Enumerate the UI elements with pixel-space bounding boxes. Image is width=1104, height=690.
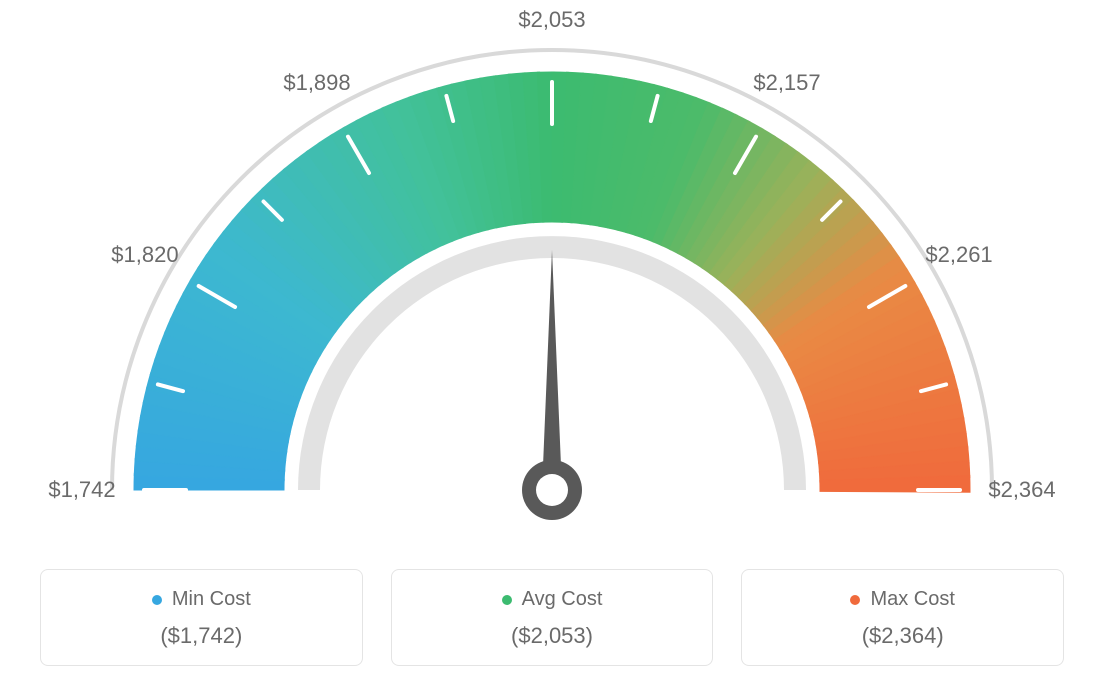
min-cost-title: Min Cost	[152, 588, 251, 611]
gauge-scale-label: $2,261	[925, 242, 992, 268]
gauge-svg	[0, 0, 1104, 540]
avg-cost-value: ($2,053)	[404, 623, 701, 649]
gauge-scale-label: $2,157	[753, 70, 820, 96]
gauge-scale-label: $1,742	[48, 477, 115, 503]
max-cost-title: Max Cost	[850, 588, 954, 611]
max-cost-value: ($2,364)	[754, 623, 1051, 649]
min-dot-icon	[152, 595, 162, 605]
avg-cost-label: Avg Cost	[522, 588, 603, 611]
max-dot-icon	[850, 595, 860, 605]
avg-dot-icon	[502, 595, 512, 605]
min-cost-label: Min Cost	[172, 588, 251, 611]
gauge-chart: $1,742 $1,820 $1,898 $2,053 $2,157 $2,261 $2,3…	[0, 0, 1104, 540]
max-cost-card: Max Cost ($2,364)	[741, 569, 1064, 666]
min-cost-value: ($1,742)	[53, 623, 350, 649]
gauge-scale-label: $2,364	[988, 477, 1055, 503]
gauge-scale-label: $1,820	[111, 242, 178, 268]
max-cost-label: Max Cost	[870, 588, 954, 611]
min-cost-card: Min Cost ($1,742)	[40, 569, 363, 666]
avg-cost-title: Avg Cost	[502, 588, 603, 611]
gauge-scale-label: $1,898	[283, 70, 350, 96]
avg-cost-card: Avg Cost ($2,053)	[391, 569, 714, 666]
summary-cards: Min Cost ($1,742) Avg Cost ($2,053) Max …	[40, 569, 1064, 666]
gauge-scale-label: $2,053	[518, 7, 585, 33]
